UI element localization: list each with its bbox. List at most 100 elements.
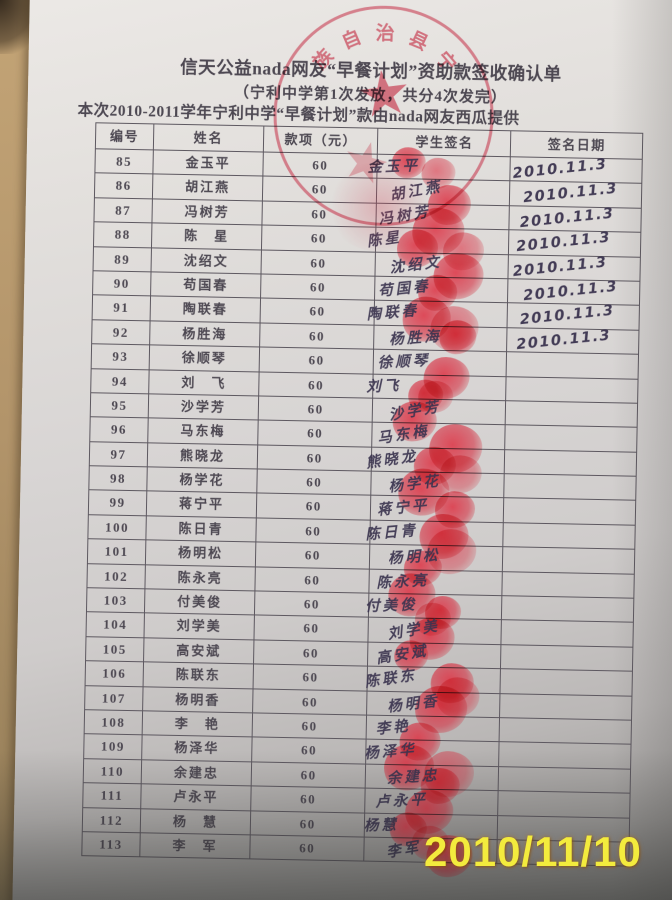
amount-value: 60 xyxy=(252,737,367,764)
student-name: 余建忠 xyxy=(141,760,253,786)
student-signature: 余建忠 xyxy=(386,767,441,788)
student-name: 陈日青 xyxy=(146,516,257,542)
signature-cell: 杨明香 xyxy=(367,685,501,734)
amount-value: 60 xyxy=(250,835,365,861)
row-number: 88 xyxy=(94,222,153,247)
student-signature: 金玉平 xyxy=(367,158,421,176)
amount-value: 60 xyxy=(253,664,369,691)
student-name: 卢永平 xyxy=(141,784,252,810)
signature-cell: 陶联春 xyxy=(366,296,509,352)
student-signature: 陶联春 xyxy=(366,303,421,324)
row-number: 87 xyxy=(94,198,153,223)
amount-value: 60 xyxy=(255,591,370,618)
signature-cell: 刘飞 xyxy=(366,374,508,413)
date-cell xyxy=(502,596,633,622)
row-number: 109 xyxy=(84,734,143,760)
student-name: 付美俊 xyxy=(144,589,256,615)
column-header-amount: 款项（元） xyxy=(264,126,379,154)
student-signature: 蒋宁平 xyxy=(376,498,431,520)
column-header-signature: 学生签名 xyxy=(378,128,512,157)
signature-cell: 陈永亮 xyxy=(369,569,504,617)
date-cell xyxy=(500,743,631,769)
student-name: 蒋宁平 xyxy=(146,491,258,518)
date-cell xyxy=(506,426,637,452)
row-number: 98 xyxy=(89,466,148,491)
student-name: 陈永亮 xyxy=(145,564,257,591)
row-number: 100 xyxy=(88,515,147,540)
row-number: 101 xyxy=(87,539,147,564)
student-signature: 陈永亮 xyxy=(376,572,430,592)
date-cell: 2010.11.3 xyxy=(510,181,641,208)
row-number: 105 xyxy=(86,637,145,662)
date-cell xyxy=(504,499,635,525)
signature-cell: 马东梅 xyxy=(372,422,507,474)
amount-value: 60 xyxy=(256,493,372,520)
amount-value: 60 xyxy=(257,469,372,496)
seal-character: 自 xyxy=(338,26,365,54)
signature-cell: 沙学芳 xyxy=(372,398,507,443)
amount-value: 60 xyxy=(261,250,377,276)
date-cell: 2010.11.3 xyxy=(509,230,640,256)
student-name: 陈 星 xyxy=(151,223,263,250)
student-name: 金玉平 xyxy=(153,150,264,176)
amount-value: 60 xyxy=(261,274,376,301)
signature-cell: 胡江燕 xyxy=(377,179,511,226)
row-number: 102 xyxy=(87,563,146,589)
amount-value: 60 xyxy=(252,713,368,739)
amount-value: 60 xyxy=(257,445,373,471)
student-signature: 卢永平 xyxy=(375,792,429,811)
date-cell xyxy=(500,718,631,744)
student-name: 冯树芳 xyxy=(152,199,264,225)
student-signature: 李军 xyxy=(385,839,423,862)
student-signature: 杨明松 xyxy=(387,547,442,568)
signature-cell: 余建忠 xyxy=(365,764,500,805)
camera-timestamp: 2010/11/10 xyxy=(424,828,642,875)
row-number: 94 xyxy=(91,368,150,394)
signature-cell: 冯树芳 xyxy=(376,203,511,256)
amount-value: 60 xyxy=(254,615,370,642)
student-name: 李 军 xyxy=(140,833,251,859)
student-signature: 杨明香 xyxy=(386,693,441,716)
signature-cell: 杨学花 xyxy=(371,468,506,517)
date-cell: 2010.11.3 xyxy=(508,303,639,330)
row-number: 97 xyxy=(89,441,149,467)
student-name: 杨明香 xyxy=(142,686,254,713)
student-signature: 杨胜海 xyxy=(389,328,443,348)
student-name: 杨胜海 xyxy=(149,321,261,347)
date-cell: 2010.11.3 xyxy=(511,156,642,183)
student-name: 陶联春 xyxy=(150,296,262,323)
row-number: 106 xyxy=(85,661,144,686)
row-number: 103 xyxy=(86,588,146,613)
student-signature: 徐顺琴 xyxy=(377,353,431,372)
row-number: 96 xyxy=(90,417,149,443)
signature-cell: 杨泽华 xyxy=(364,739,501,799)
date-cell xyxy=(504,523,635,549)
signature-cell: 蒋宁平 xyxy=(371,491,505,529)
student-signature: 陈日青 xyxy=(365,522,419,544)
amount-value: 60 xyxy=(263,152,379,179)
student-name: 刘学美 xyxy=(144,613,256,640)
row-number: 104 xyxy=(86,612,145,638)
row-number: 85 xyxy=(95,149,154,174)
row-number: 108 xyxy=(84,710,143,735)
signature-cell: 沈绍文 xyxy=(375,252,510,300)
student-signature: 熊晓龙 xyxy=(365,448,420,472)
signature-cell: 杨明松 xyxy=(370,544,504,587)
student-signature: 李艳 xyxy=(375,718,412,738)
date-cell xyxy=(507,377,638,403)
amount-value: 60 xyxy=(256,518,372,544)
date-cell xyxy=(506,401,637,427)
amount-value: 60 xyxy=(262,225,377,252)
amount-value: 60 xyxy=(251,786,366,813)
amount-value: 60 xyxy=(255,567,371,593)
row-number: 93 xyxy=(91,344,150,369)
row-number: 111 xyxy=(83,783,142,808)
signature-cell: 杨胜海 xyxy=(374,319,508,355)
student-name: 熊晓龙 xyxy=(147,443,259,469)
signature-cell: 陈星 xyxy=(366,227,510,271)
amount-value: 60 xyxy=(258,396,374,422)
student-name: 沈绍文 xyxy=(151,247,263,274)
student-name: 杨学花 xyxy=(147,467,258,493)
date-cell xyxy=(505,450,636,476)
student-signature: 付美俊 xyxy=(365,597,419,615)
